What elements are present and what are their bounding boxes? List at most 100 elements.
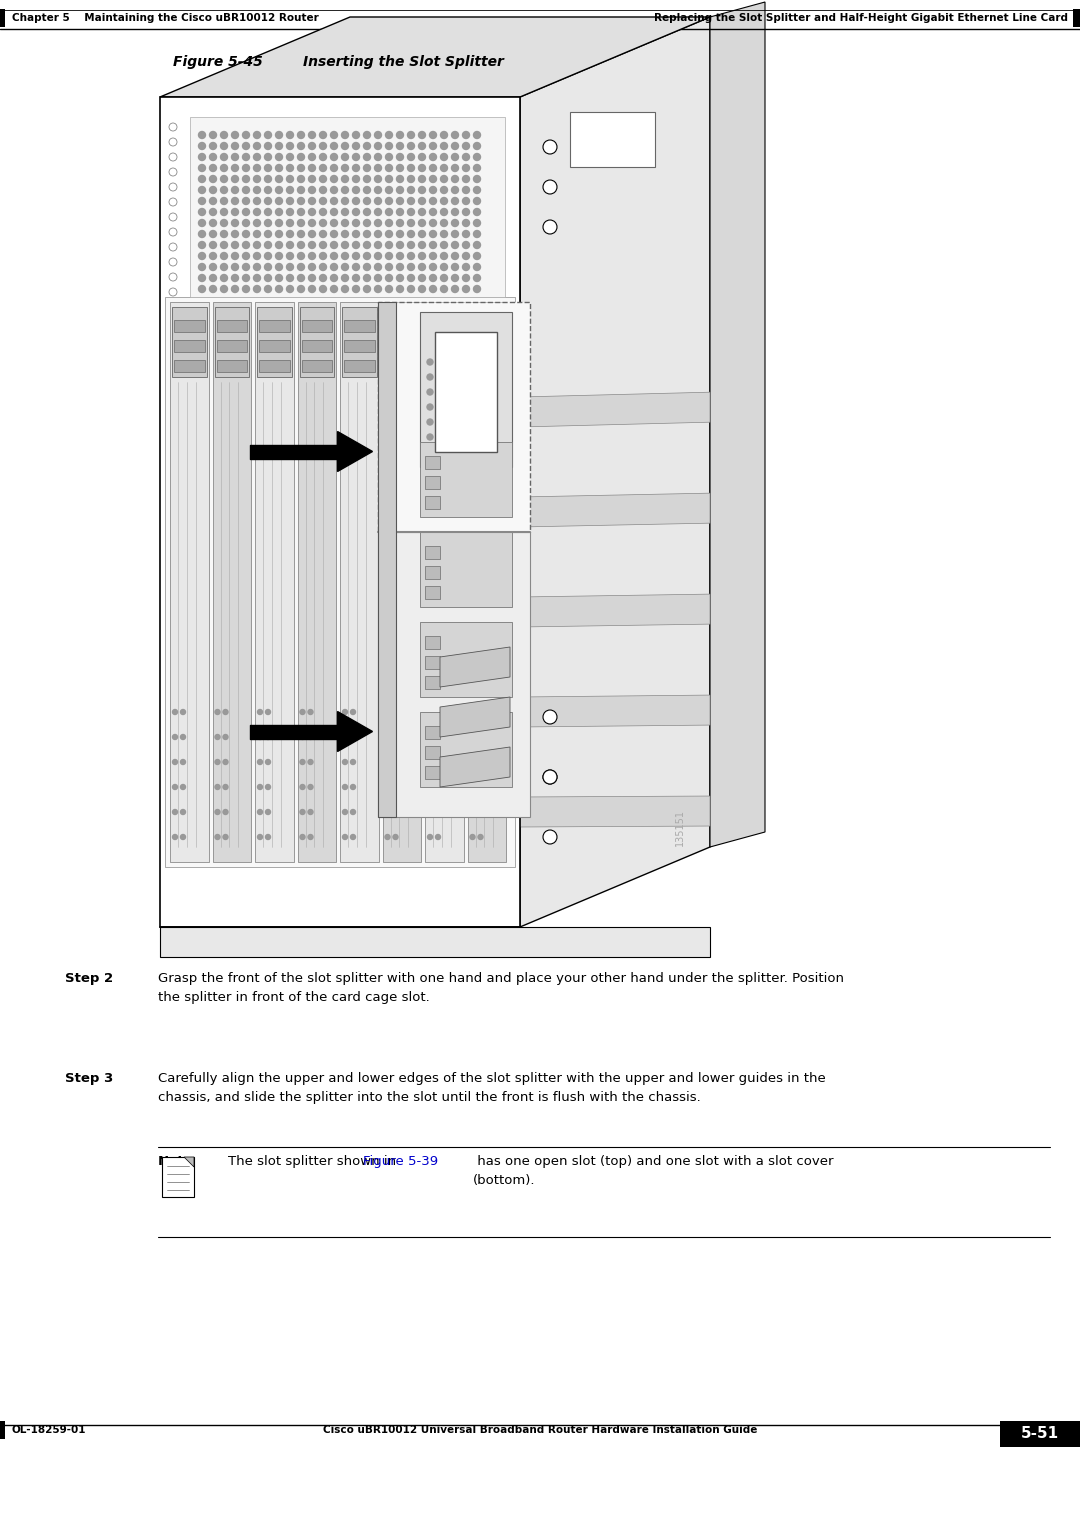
Circle shape — [231, 154, 239, 160]
Circle shape — [199, 252, 205, 260]
Circle shape — [441, 241, 447, 249]
Circle shape — [215, 785, 220, 789]
Circle shape — [396, 197, 404, 205]
Bar — [426, 637, 440, 649]
Circle shape — [341, 197, 349, 205]
Circle shape — [297, 142, 305, 150]
Circle shape — [364, 197, 370, 205]
Circle shape — [419, 264, 426, 270]
Circle shape — [330, 154, 337, 160]
Circle shape — [473, 252, 481, 260]
Circle shape — [473, 142, 481, 150]
Circle shape — [297, 264, 305, 270]
Circle shape — [462, 264, 470, 270]
Circle shape — [257, 809, 262, 814]
Circle shape — [275, 286, 283, 293]
Circle shape — [297, 131, 305, 139]
Circle shape — [543, 770, 557, 783]
Bar — [427, 307, 461, 377]
Circle shape — [375, 241, 381, 249]
Circle shape — [341, 154, 349, 160]
Circle shape — [396, 176, 404, 183]
Circle shape — [451, 231, 459, 238]
Circle shape — [396, 186, 404, 194]
Circle shape — [266, 734, 270, 739]
Circle shape — [473, 176, 481, 183]
Circle shape — [199, 264, 205, 270]
Circle shape — [441, 252, 447, 260]
Circle shape — [351, 710, 355, 715]
Circle shape — [215, 734, 220, 739]
Circle shape — [352, 241, 360, 249]
Circle shape — [257, 785, 262, 789]
Bar — [426, 457, 440, 469]
Circle shape — [215, 759, 220, 765]
Circle shape — [428, 834, 432, 840]
Circle shape — [286, 142, 294, 150]
Circle shape — [275, 142, 283, 150]
Circle shape — [396, 241, 404, 249]
Circle shape — [265, 165, 271, 171]
Circle shape — [407, 209, 415, 215]
Circle shape — [173, 734, 177, 739]
Bar — [1074, 9, 1080, 27]
Circle shape — [254, 142, 260, 150]
Circle shape — [375, 186, 381, 194]
Bar — [259, 321, 289, 331]
Circle shape — [309, 197, 315, 205]
Circle shape — [309, 154, 315, 160]
Circle shape — [220, 241, 228, 249]
Circle shape — [320, 275, 326, 281]
Circle shape — [330, 264, 337, 270]
Circle shape — [265, 286, 271, 293]
Circle shape — [265, 209, 271, 215]
Circle shape — [430, 241, 436, 249]
Circle shape — [231, 275, 239, 281]
Circle shape — [275, 241, 283, 249]
Circle shape — [275, 264, 283, 270]
Polygon shape — [570, 111, 654, 166]
Circle shape — [231, 209, 239, 215]
Circle shape — [254, 220, 260, 226]
Circle shape — [352, 197, 360, 205]
Circle shape — [451, 154, 459, 160]
Circle shape — [478, 834, 483, 840]
Circle shape — [430, 264, 436, 270]
Circle shape — [364, 241, 370, 249]
Circle shape — [473, 186, 481, 194]
Circle shape — [266, 834, 270, 840]
Circle shape — [168, 258, 177, 266]
Circle shape — [199, 131, 205, 139]
Circle shape — [254, 131, 260, 139]
Circle shape — [320, 209, 326, 215]
Polygon shape — [184, 1157, 194, 1167]
Circle shape — [173, 785, 177, 789]
Circle shape — [231, 264, 239, 270]
Circle shape — [375, 275, 381, 281]
Circle shape — [473, 220, 481, 226]
Circle shape — [386, 275, 392, 281]
Circle shape — [473, 209, 481, 215]
Bar — [301, 341, 332, 353]
Circle shape — [341, 142, 349, 150]
Circle shape — [341, 220, 349, 226]
Circle shape — [386, 231, 392, 238]
Polygon shape — [519, 594, 710, 628]
Circle shape — [441, 131, 447, 139]
Circle shape — [286, 186, 294, 194]
Circle shape — [330, 142, 337, 150]
Polygon shape — [440, 747, 510, 786]
Circle shape — [352, 252, 360, 260]
Bar — [387, 321, 417, 331]
Circle shape — [180, 759, 186, 765]
Bar — [172, 307, 206, 377]
Circle shape — [199, 286, 205, 293]
Circle shape — [309, 209, 315, 215]
Circle shape — [266, 759, 270, 765]
Circle shape — [199, 186, 205, 194]
Text: Carefully align the upper and lower edges of the slot splitter with the upper an: Carefully align the upper and lower edge… — [158, 1072, 826, 1104]
Circle shape — [375, 264, 381, 270]
Circle shape — [257, 759, 262, 765]
Circle shape — [275, 231, 283, 238]
Circle shape — [451, 264, 459, 270]
